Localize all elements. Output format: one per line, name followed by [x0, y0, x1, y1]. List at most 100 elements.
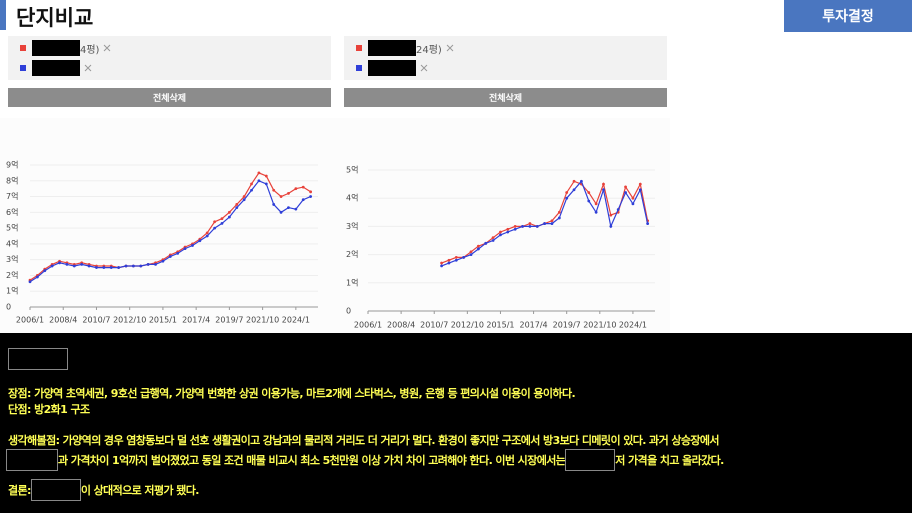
data-point [543, 222, 547, 225]
x-tick-label: 2010/7 [82, 316, 110, 325]
remove-icon[interactable] [84, 61, 92, 75]
x-tick-label: 2006/1 [354, 321, 382, 330]
note-heading [8, 348, 68, 370]
data-point [287, 206, 290, 209]
y-tick-label: 5억 [346, 165, 358, 175]
data-point [447, 258, 451, 262]
data-point [594, 210, 598, 214]
y-tick-label: 0 [6, 303, 11, 312]
y-tick-label: 3억 [6, 254, 18, 264]
data-point [528, 225, 532, 228]
x-tick-label: 2024/1 [619, 321, 647, 330]
data-point [469, 253, 473, 256]
remove-icon[interactable] [446, 41, 454, 55]
x-tick-label: 2017/4 [519, 321, 547, 330]
data-point [602, 188, 605, 192]
data-point [506, 230, 510, 234]
data-point [301, 185, 305, 189]
data-point [198, 239, 202, 243]
data-point [146, 263, 150, 266]
x-icon [104, 44, 111, 52]
clear-button[interactable]: 전체삭제 [8, 88, 331, 107]
conclusion-text: 이 상대적으로 저평가 됐다. [80, 484, 200, 497]
data-point [235, 206, 239, 209]
redaction [368, 60, 416, 76]
data-point [550, 222, 554, 225]
data-point [43, 269, 47, 273]
data-point [499, 233, 502, 237]
data-point [213, 226, 217, 230]
data-point [264, 182, 268, 186]
data-point [309, 195, 313, 198]
clear-button[interactable]: 전체삭제 [344, 88, 667, 107]
x-tick-label: 2021/10 [246, 316, 279, 325]
legend-swatch [356, 65, 362, 71]
x-tick-label: 2024/1 [282, 316, 310, 325]
data-point [287, 192, 290, 195]
data-point [183, 247, 187, 251]
data-point [205, 231, 209, 235]
selected-complex [356, 60, 428, 76]
data-point [557, 210, 561, 214]
redaction [32, 40, 80, 56]
thoughts-text: 저 가격을 치고 올라갔다. [615, 454, 724, 467]
y-tick-label: 3억 [346, 221, 358, 231]
y-tick-label: 6억 [6, 207, 18, 217]
data-point [587, 191, 591, 194]
data-point [72, 264, 76, 268]
data-point [572, 179, 576, 183]
data-point [272, 203, 276, 206]
data-point [309, 190, 313, 194]
data-point [95, 266, 98, 269]
data-point [58, 261, 61, 265]
redaction [30, 479, 81, 501]
cons: 단점: 방2화1 구조 [8, 403, 90, 416]
data-point [624, 185, 627, 189]
legend-swatch [356, 45, 362, 51]
data-point [484, 241, 488, 245]
data-point [499, 230, 502, 234]
data-point [102, 266, 106, 269]
data-point [557, 216, 561, 220]
data-point [257, 179, 261, 183]
data-point [638, 188, 642, 192]
data-point [594, 202, 598, 206]
redaction [6, 449, 58, 471]
data-point [535, 225, 539, 228]
y-tick-label: 8억 [6, 175, 18, 185]
data-point [550, 219, 554, 223]
invest-button[interactable]: 투자결정 [784, 0, 912, 32]
data-point [264, 174, 268, 178]
x-tick-label: 2021/10 [583, 321, 616, 330]
data-point [191, 244, 194, 247]
notes: 장점: 가양역 초역세권, 9호선 급행역, 가양역 번화한 상권 이용가능, … [0, 333, 912, 513]
x-icon [420, 64, 428, 72]
remove-icon[interactable] [420, 61, 428, 75]
data-point [476, 244, 480, 248]
data-point [28, 280, 32, 284]
y-tick-label: 5억 [6, 223, 18, 233]
y-tick-label: 4억 [346, 193, 358, 203]
x-tick-label: 2010/7 [420, 321, 448, 330]
data-point [176, 251, 180, 255]
selected-complex: 24평) [356, 40, 454, 56]
data-point [454, 258, 458, 262]
conclusion-text: 결론: [8, 484, 31, 497]
y-tick-label: 7억 [6, 191, 18, 201]
remove-icon[interactable] [103, 41, 111, 55]
data-point [35, 275, 39, 279]
x-tick-label: 2019/7 [215, 316, 243, 325]
data-point [279, 195, 283, 198]
redaction [32, 60, 80, 76]
y-tick-label: 4억 [6, 238, 18, 248]
x-tick-label: 2017/4 [182, 316, 210, 325]
selected-complex [20, 60, 92, 76]
data-point [631, 202, 635, 206]
data-point [250, 188, 253, 192]
conclusion-line: 결론: 이 상대적으로 저평가 됐다. [8, 479, 199, 501]
data-point [609, 225, 613, 228]
chart-area [0, 118, 670, 333]
y-tick-label: 0 [346, 307, 351, 316]
y-tick-label: 9억 [6, 160, 18, 170]
